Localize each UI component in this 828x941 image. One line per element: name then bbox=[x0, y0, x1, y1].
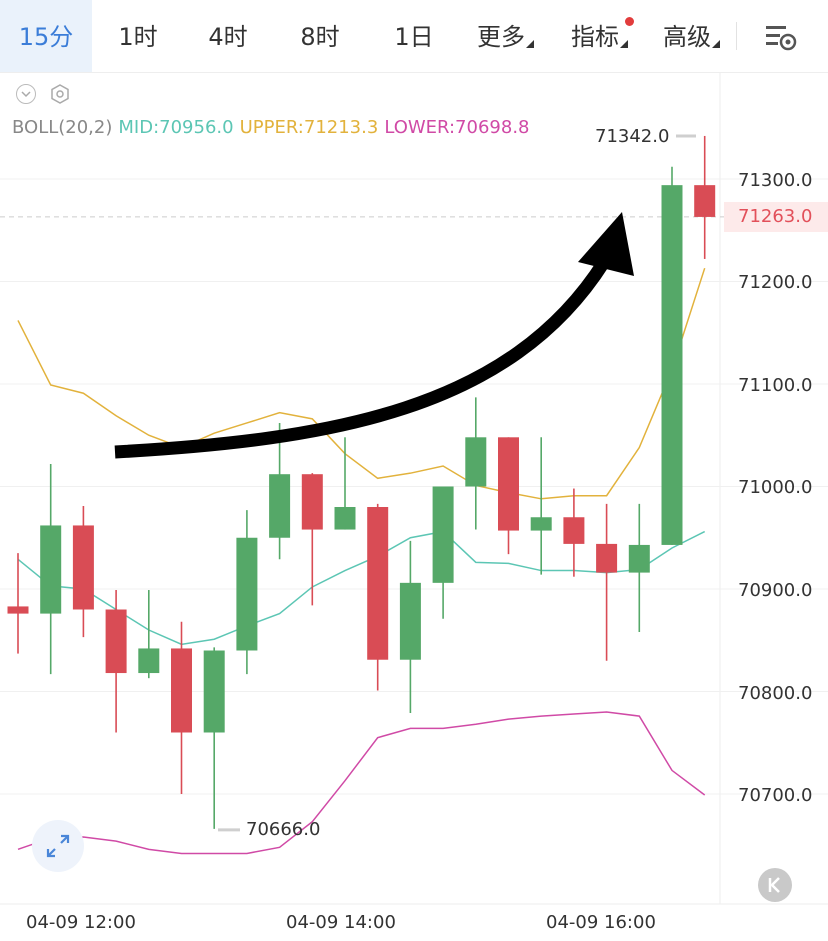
tab-label: 1时 bbox=[118, 23, 158, 51]
y-tick-label: 71200.0 bbox=[738, 272, 813, 293]
tab-more[interactable]: 更多 bbox=[470, 0, 534, 72]
tab-label: 高级 bbox=[663, 23, 711, 51]
boll-upper-value: UPPER:71213.3 bbox=[239, 117, 379, 138]
caret-icon bbox=[712, 40, 720, 48]
scroll-to-latest-button[interactable] bbox=[758, 868, 792, 902]
tab-label: 15分 bbox=[18, 23, 74, 51]
chart-settings-icon bbox=[766, 26, 797, 51]
expand-icon bbox=[46, 834, 70, 858]
tab-label: 8时 bbox=[300, 23, 340, 51]
candle-body bbox=[7, 606, 29, 614]
candle-body bbox=[203, 650, 225, 733]
candle-body bbox=[72, 525, 94, 610]
y-tick-label: 70800.0 bbox=[738, 683, 813, 704]
tab-4h[interactable]: 4时 bbox=[190, 0, 266, 72]
caret-icon bbox=[620, 40, 628, 48]
candle-body bbox=[367, 507, 389, 660]
chevron-down-icon[interactable] bbox=[16, 84, 36, 104]
tab-label: 1日 bbox=[394, 23, 434, 51]
skip-back-icon bbox=[768, 877, 780, 893]
candle-body bbox=[563, 517, 585, 544]
trend-arrow-head bbox=[578, 212, 634, 276]
candle-body bbox=[694, 185, 716, 217]
y-tick-label: 71000.0 bbox=[738, 477, 813, 498]
candle-body bbox=[171, 648, 192, 733]
y-tick-label: 71100.0 bbox=[738, 375, 813, 396]
notification-dot bbox=[625, 17, 634, 26]
candle-body bbox=[334, 507, 356, 530]
tab-label: 指标 bbox=[571, 23, 619, 51]
low-price-label: 70666.0 bbox=[246, 819, 321, 840]
candle-body bbox=[596, 543, 618, 573]
hexagon-gear-icon[interactable] bbox=[50, 84, 70, 104]
candle-body bbox=[138, 648, 160, 674]
y-tick-label: 70900.0 bbox=[738, 580, 813, 601]
divider bbox=[736, 22, 737, 50]
indicator-name: BOLL(20,2) bbox=[12, 117, 113, 138]
tab-1h[interactable]: 1时 bbox=[100, 0, 176, 72]
candle-body bbox=[661, 185, 683, 545]
fullscreen-button[interactable] bbox=[32, 820, 84, 872]
candle-body bbox=[498, 437, 519, 531]
caret-icon bbox=[526, 40, 534, 48]
candle-body bbox=[628, 544, 650, 573]
indicator-legend: BOLL(20,2) MID:70956.0 UPPER:71213.3 LOWER:… bbox=[12, 117, 536, 138]
candle-body bbox=[269, 474, 291, 538]
boll-lower-value: LOWER:70698.8 bbox=[384, 117, 530, 138]
tab-8h[interactable]: 8时 bbox=[282, 0, 358, 72]
candle-body bbox=[301, 474, 323, 530]
tab-label: 更多 bbox=[477, 23, 525, 51]
tab-15m[interactable]: 15分 bbox=[0, 0, 92, 72]
candle-body bbox=[465, 437, 487, 487]
y-tick-label: 71300.0 bbox=[738, 170, 813, 191]
trend-arrow-shaft bbox=[114, 258, 610, 459]
boll-mid-value: MID:70956.0 bbox=[118, 117, 234, 138]
candle-body bbox=[236, 537, 258, 651]
y-tick-label: 70700.0 bbox=[738, 785, 813, 806]
timeframe-tab-bar: 15分 1时 4时 8时 1日 更多 指标 高级 bbox=[0, 0, 828, 73]
candle-body bbox=[40, 525, 62, 614]
x-tick-label: 04-09 16:00 bbox=[546, 912, 656, 933]
boll-upper-line bbox=[17, 267, 706, 500]
tab-label: 4时 bbox=[208, 23, 248, 51]
chart-settings-button[interactable] bbox=[760, 20, 800, 54]
candle-body bbox=[105, 609, 127, 674]
x-tick-label: 04-09 12:00 bbox=[26, 912, 136, 933]
candle-body bbox=[530, 517, 552, 531]
x-tick-label: 04-09 14:00 bbox=[286, 912, 396, 933]
tab-1d[interactable]: 1日 bbox=[376, 0, 452, 72]
current-price-tag: 71263.0 bbox=[724, 202, 828, 232]
candle-body bbox=[399, 582, 421, 660]
boll-mid-line bbox=[17, 530, 706, 646]
tab-advanced[interactable]: 高级 bbox=[656, 0, 720, 72]
tab-indicators[interactable]: 指标 bbox=[564, 0, 634, 72]
candle-body bbox=[432, 486, 454, 583]
high-price-label: 71342.0 bbox=[595, 126, 670, 147]
boll-lower-line bbox=[17, 711, 706, 855]
